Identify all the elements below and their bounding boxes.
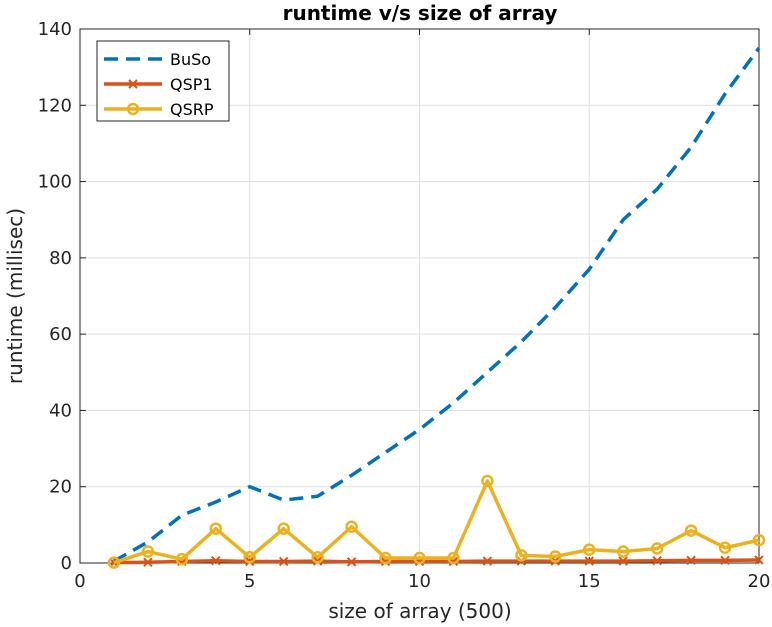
data-point-qsp1	[618, 556, 628, 566]
data-point-qsrp	[616, 545, 630, 558]
data-point-qsrp	[243, 551, 256, 564]
data-point-qsrp	[209, 522, 223, 535]
legend: BuSo QSP1 QSRP	[96, 40, 230, 122]
y-tick-label: 0	[61, 553, 72, 574]
series-buso	[113, 47, 761, 563]
data-point-qsp1	[143, 557, 153, 567]
data-point-qsrp	[447, 551, 460, 565]
data-point-qsrp	[752, 533, 766, 547]
legend-item-qsp1: QSP1	[104, 75, 213, 94]
y-tick-label: 100	[38, 172, 72, 193]
data-point-qsrp	[718, 541, 732, 554]
data-point-qsp1	[278, 556, 289, 567]
series-line-qsp1	[113, 558, 760, 565]
series-line-buso	[113, 47, 761, 563]
y-tick-label: 80	[49, 248, 72, 269]
legend-label: QSRP	[170, 100, 214, 119]
legend-label: QSP1	[170, 75, 213, 94]
data-point-qsrp	[141, 545, 155, 558]
data-point-qsp1	[211, 556, 221, 566]
data-point-qsrp	[515, 549, 528, 562]
data-point-qsrp	[277, 522, 290, 535]
data-point-qsp1	[686, 555, 696, 566]
x-tick-label: 0	[74, 571, 85, 592]
data-point-qsp1	[720, 555, 730, 566]
data-point-qsrp	[175, 552, 189, 566]
data-point-qsp1	[482, 556, 493, 566]
y-tick-label: 20	[49, 477, 72, 498]
x-tick-label: 20	[748, 571, 771, 592]
data-point-qsrp	[583, 543, 596, 556]
data-point-qsp1	[584, 556, 594, 566]
x-tick-label: 10	[408, 571, 431, 592]
legend-item-buso: BuSo	[104, 50, 211, 69]
y-tick-label: 40	[49, 400, 72, 421]
series-layer	[107, 47, 766, 569]
legend-label: BuSo	[170, 50, 211, 69]
data-point-qsrp	[379, 551, 392, 565]
legend-item-qsrp: QSRP	[104, 100, 214, 119]
chart-title: runtime v/s size of array	[283, 1, 558, 25]
y-tick-label: 120	[38, 95, 72, 116]
series-qsrp	[107, 474, 766, 569]
data-point-qsp1	[754, 555, 764, 565]
data-point-qsrp	[413, 551, 426, 565]
x-axis-label: size of array (500)	[328, 599, 511, 623]
data-point-qsp1	[652, 556, 662, 566]
data-point-qsrp	[549, 550, 562, 563]
data-point-qsrp	[481, 474, 494, 488]
y-tick-label: 140	[38, 19, 72, 40]
x-tick-label: 5	[244, 571, 255, 592]
y-tick-label: 60	[49, 324, 72, 345]
data-point-qsrp	[345, 520, 358, 534]
data-point-qsrp	[107, 556, 121, 569]
legend-marker	[126, 102, 140, 116]
y-axis-label: runtime (millisec)	[3, 208, 27, 384]
data-point-qsrp	[311, 551, 324, 564]
x-tick-label: 15	[578, 571, 601, 592]
legend-marker	[128, 79, 138, 89]
data-point-qsrp	[650, 542, 664, 555]
data-point-qsp1	[346, 557, 357, 567]
data-point-qsrp	[684, 524, 698, 537]
